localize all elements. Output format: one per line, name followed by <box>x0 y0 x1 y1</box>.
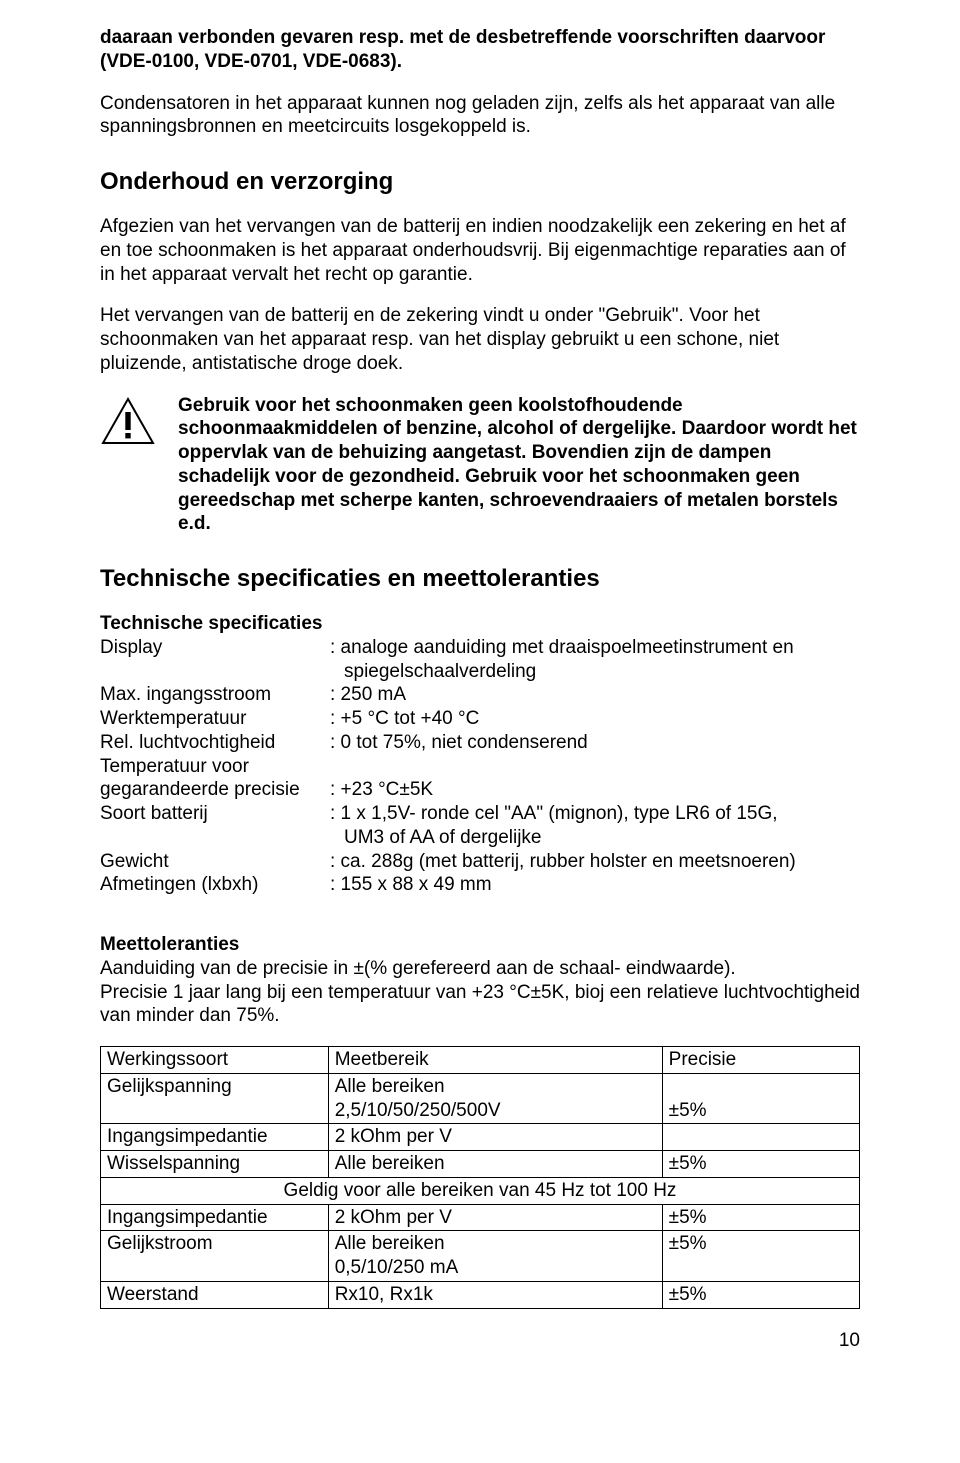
spec-value: : 0 tot 75%, niet condenserend <box>330 731 860 755</box>
spec-row: spiegelschaalverdeling <box>100 660 860 684</box>
spec-value: spiegelschaalverdeling <box>330 660 860 684</box>
intro-p2: Condensatoren in het apparaat kunnen nog… <box>100 92 860 140</box>
td: Alle bereiken2,5/10/50/250/500V <box>328 1073 662 1124</box>
table-row: Ingangsimpedantie 2 kOhm per V ±5% <box>101 1204 860 1231</box>
spec-label: Temperatuur voor <box>100 755 330 779</box>
td: ±5% <box>662 1204 859 1231</box>
spec-list: Display : analoge aanduiding met draaisp… <box>100 636 860 897</box>
spec-row: Afmetingen (lxbxh) : 155 x 88 x 49 mm <box>100 873 860 897</box>
spec-row: Rel. luchtvochtigheid : 0 tot 75%, niet … <box>100 731 860 755</box>
spec-label: Max. ingangsstroom <box>100 683 330 707</box>
spec-value: : ca. 288g (met batterij, rubber holster… <box>330 850 860 874</box>
maintenance-p1: Afgezien van het vervangen van de batter… <box>100 215 860 286</box>
td: ±5% <box>662 1281 859 1308</box>
warning-text: Gebruik voor het schoonmaken geen koolst… <box>178 394 860 537</box>
spec-row: Temperatuur voor <box>100 755 860 779</box>
tolerances-p2: Precisie 1 jaar lang bij een temperatuur… <box>100 981 860 1029</box>
table-row: Gelijkstroom Alle bereiken0,5/10/250 mA … <box>101 1231 860 1282</box>
td-span: Geldig voor alle bereiken van 45 Hz tot … <box>101 1177 860 1204</box>
td: Alle bereiken <box>328 1151 662 1178</box>
spec-value: UM3 of AA of dergelijke <box>330 826 860 850</box>
td: ±5% <box>662 1231 859 1282</box>
specs-heading: Technische specificaties en meettolerant… <box>100 564 860 594</box>
spec-value: : 155 x 88 x 49 mm <box>330 873 860 897</box>
td: 2 kOhm per V <box>328 1124 662 1151</box>
spec-value: : +23 °C±5K <box>330 778 860 802</box>
specs-subheading: Technische specificaties <box>100 612 860 636</box>
spec-label: Display <box>100 636 330 660</box>
tolerances-heading: Meettoleranties <box>100 933 860 957</box>
spec-value: : +5 °C tot +40 °C <box>330 707 860 731</box>
table-row: Ingangsimpedantie 2 kOhm per V <box>101 1124 860 1151</box>
spec-row: Display : analoge aanduiding met draaisp… <box>100 636 860 660</box>
td: Ingangsimpedantie <box>101 1124 329 1151</box>
spec-value: : 1 x 1,5V- ronde cel "AA" (mignon), typ… <box>330 802 860 826</box>
spec-row: Max. ingangsstroom : 250 mA <box>100 683 860 707</box>
th: Precisie <box>662 1047 859 1074</box>
spec-row: UM3 of AA of dergelijke <box>100 826 860 850</box>
spec-label: Afmetingen (lxbxh) <box>100 873 330 897</box>
tolerances-p1: Aanduiding van de precisie in ±(% gerefe… <box>100 957 860 981</box>
th: Werkingssoort <box>101 1047 329 1074</box>
spec-label: gegarandeerde precisie <box>100 778 330 802</box>
th: Meetbereik <box>328 1047 662 1074</box>
td: Ingangsimpedantie <box>101 1204 329 1231</box>
td: Gelijkstroom <box>101 1231 329 1282</box>
tolerances-table: Werkingssoort Meetbereik Precisie Gelijk… <box>100 1046 860 1309</box>
spec-label: Rel. luchtvochtigheid <box>100 731 330 755</box>
td <box>662 1124 859 1151</box>
spec-value: : analoge aanduiding met draaispoelmeeti… <box>330 636 860 660</box>
table-row: Gelijkspanning Alle bereiken2,5/10/50/25… <box>101 1073 860 1124</box>
intro-p1: daaraan verbonden gevaren resp. met de d… <box>100 26 860 74</box>
spec-label: Soort batterij <box>100 802 330 826</box>
td: ±5% <box>662 1073 859 1124</box>
spec-value: : 250 mA <box>330 683 860 707</box>
td: Rx10, Rx1k <box>328 1281 662 1308</box>
warning-icon <box>100 396 156 446</box>
spec-row: Werktemperatuur : +5 °C tot +40 °C <box>100 707 860 731</box>
page-number: 10 <box>100 1329 860 1353</box>
spec-row: Gewicht : ca. 288g (met batterij, rubber… <box>100 850 860 874</box>
spec-label: Gewicht <box>100 850 330 874</box>
spec-label: Werktemperatuur <box>100 707 330 731</box>
maintenance-heading: Onderhoud en verzorging <box>100 167 860 197</box>
spec-value <box>330 755 860 779</box>
td: Alle bereiken0,5/10/250 mA <box>328 1231 662 1282</box>
table-row: Weerstand Rx10, Rx1k ±5% <box>101 1281 860 1308</box>
td: Weerstand <box>101 1281 329 1308</box>
spec-row: Soort batterij : 1 x 1,5V- ronde cel "AA… <box>100 802 860 826</box>
spec-row: gegarandeerde precisie : +23 °C±5K <box>100 778 860 802</box>
td: 2 kOhm per V <box>328 1204 662 1231</box>
td: ±5% <box>662 1151 859 1178</box>
table-row: Geldig voor alle bereiken van 45 Hz tot … <box>101 1177 860 1204</box>
td: Wisselspanning <box>101 1151 329 1178</box>
spec-label <box>100 660 330 684</box>
table-header-row: Werkingssoort Meetbereik Precisie <box>101 1047 860 1074</box>
warning-block: Gebruik voor het schoonmaken geen koolst… <box>100 394 860 537</box>
maintenance-p2: Het vervangen van de batterij en de zeke… <box>100 304 860 375</box>
spec-label <box>100 826 330 850</box>
td: Gelijkspanning <box>101 1073 329 1124</box>
table-row: Wisselspanning Alle bereiken ±5% <box>101 1151 860 1178</box>
